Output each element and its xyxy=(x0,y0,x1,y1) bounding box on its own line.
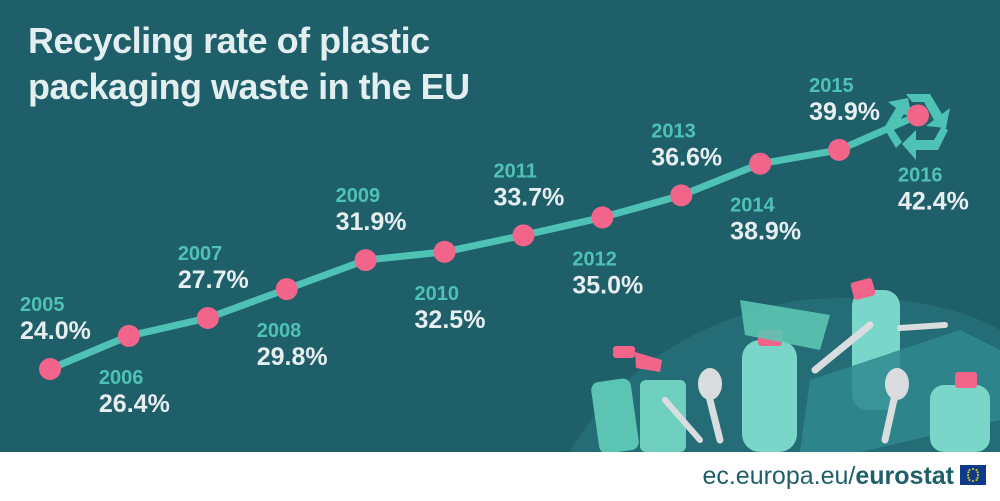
value-label-2012: 35.0% xyxy=(572,271,643,299)
data-point-2014 xyxy=(749,152,772,175)
year-label-2009: 2009 xyxy=(336,185,381,207)
source-credit: ec.europa.eu/eurostat xyxy=(702,462,954,491)
chart-title: Recycling rate of plastic packaging wast… xyxy=(28,18,470,110)
trend-line xyxy=(46,111,922,373)
data-point-2013 xyxy=(670,184,693,207)
year-label-2016: 2016 xyxy=(898,164,943,186)
value-label-2008: 29.8% xyxy=(257,343,328,371)
title-line-2: packaging waste in the EU xyxy=(28,66,470,107)
year-label-2005: 2005 xyxy=(20,294,65,316)
value-label-2014: 38.9% xyxy=(730,218,801,246)
eu-flag-icon xyxy=(960,465,986,485)
value-label-2005: 24.0% xyxy=(20,317,91,345)
year-label-2013: 2013 xyxy=(651,120,696,142)
value-label-2009: 31.9% xyxy=(336,208,407,236)
data-point-2010 xyxy=(433,240,456,263)
year-label-2010: 2010 xyxy=(415,283,460,305)
value-label-2013: 36.6% xyxy=(651,143,722,171)
data-point-2016 xyxy=(907,104,929,127)
year-label-2006: 2006 xyxy=(99,367,144,389)
data-point-2005 xyxy=(39,358,61,380)
year-label-2012: 2012 xyxy=(572,248,617,270)
data-point-2006 xyxy=(117,324,140,347)
value-label-2010: 32.5% xyxy=(415,306,486,334)
value-label-2007: 27.7% xyxy=(178,266,249,294)
year-label-2007: 2007 xyxy=(178,243,223,265)
source-site: ec.europa.eu/ xyxy=(702,462,856,490)
value-label-2016: 42.4% xyxy=(898,187,969,215)
year-label-2008: 2008 xyxy=(257,320,302,342)
value-label-2006: 26.4% xyxy=(99,390,170,418)
source-brand: eurostat xyxy=(855,462,954,490)
data-point-2008 xyxy=(275,278,298,301)
data-markers xyxy=(39,104,929,380)
data-point-2009 xyxy=(354,249,377,272)
chart-panel: Recycling rate of plastic packaging wast… xyxy=(0,0,1000,452)
data-point-2015 xyxy=(828,138,851,161)
footer: ec.europa.eu/eurostat xyxy=(0,452,1000,501)
value-label-2011: 33.7% xyxy=(493,183,564,211)
year-label-2014: 2014 xyxy=(730,195,775,217)
data-point-2007 xyxy=(196,307,219,330)
plastic-waste-illustration xyxy=(570,278,1000,452)
year-label-2015: 2015 xyxy=(809,75,854,97)
year-label-2011: 2011 xyxy=(493,160,536,182)
title-line-1: Recycling rate of plastic xyxy=(28,20,430,61)
data-point-2011 xyxy=(512,224,535,247)
value-label-2015: 39.9% xyxy=(809,98,880,126)
data-point-2012 xyxy=(591,206,614,229)
